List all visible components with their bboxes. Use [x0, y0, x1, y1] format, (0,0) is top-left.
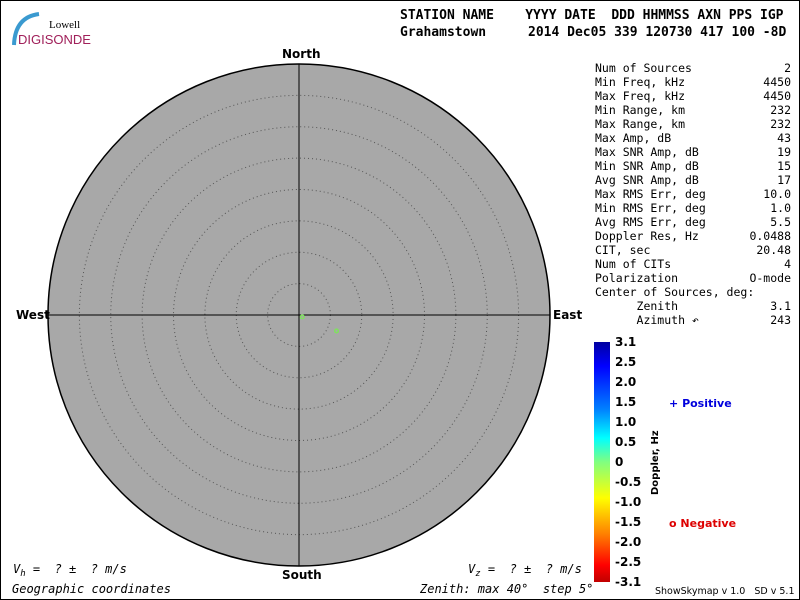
stat-row: Center of Sources, deg: — [595, 285, 791, 299]
header-station: Grahamstown — [400, 25, 487, 40]
stat-row: Max SNR Amp, dB 19 — [595, 145, 791, 159]
vz-value: = ? ± ? m/s — [487, 562, 582, 576]
stat-row: Avg RMS Err, deg 5.5 — [595, 215, 791, 229]
colorbar-tick-label: -0.5 — [615, 475, 642, 489]
vh-value: = ? ± ? m/s — [32, 562, 127, 576]
stat-row: Zenith 3.1 — [595, 299, 791, 313]
stat-label: Min SNR Amp, dB — [595, 159, 699, 173]
stat-label: Doppler Res, Hz — [595, 229, 699, 243]
legend-negative-label: Negative — [680, 517, 737, 530]
stat-label: Polarization — [595, 271, 679, 285]
doppler-colorbar — [594, 342, 610, 582]
stat-row: Num of CITs 4 — [595, 257, 791, 271]
stat-label: Num of CITs — [595, 257, 672, 271]
header-labels: STATION NAME YYYY DATE DDD HHMMSS AXN PP… — [400, 8, 784, 23]
stat-row: Avg SNR Amp, dB 17 — [595, 173, 791, 187]
stat-value: 4450 — [763, 89, 791, 103]
stat-value: 0.0488 — [749, 229, 791, 243]
colorbar-tick-label: -1.5 — [615, 515, 642, 529]
stat-value: 20.48 — [756, 243, 791, 257]
stat-label: Max SNR Amp, dB — [595, 145, 699, 159]
colorbar-tick-label: 2.5 — [615, 355, 637, 369]
coordinates-label: Geographic coordinates — [12, 582, 171, 596]
stat-value: 4450 — [763, 75, 791, 89]
stat-label: Azimuth ↶ — [595, 313, 699, 327]
stat-label: Center of Sources, deg: — [595, 285, 755, 299]
colorbar-tick-label: -1.0 — [615, 495, 642, 509]
stat-row: Min Freq, kHz 4450 — [595, 75, 791, 89]
colorbar-tick-label: -2.0 — [615, 535, 642, 549]
stat-value: 243 — [770, 313, 791, 327]
stat-row: CIT, sec 20.48 — [595, 243, 791, 257]
logo-line1: Lowell — [49, 19, 81, 31]
source-marker — [333, 328, 340, 334]
stat-value: 4 — [784, 257, 791, 271]
stat-label: Min RMS Err, deg — [595, 201, 706, 215]
stat-label: Num of Sources — [595, 61, 692, 75]
stat-value: O-mode — [749, 271, 791, 285]
stat-value: 17 — [777, 173, 791, 187]
zenith-label: Zenith: max 40° step 5° — [420, 582, 594, 596]
logo-line2: DIGISONDE — [18, 32, 91, 47]
stat-value: 3.1 — [770, 299, 791, 313]
stat-label: Max RMS Err, deg — [595, 187, 706, 201]
stat-label: Max Range, km — [595, 117, 686, 131]
north-label: North — [282, 47, 321, 61]
plus-icon: + — [669, 397, 679, 410]
stat-row: Min SNR Amp, dB 15 — [595, 159, 791, 173]
colorbar-tick-label: 3.1 — [615, 335, 637, 349]
colorbar-tick-label: -2.5 — [615, 555, 642, 569]
stat-label: Zenith — [595, 299, 679, 313]
source-marker — [299, 314, 305, 320]
stat-value: 1.0 — [770, 201, 791, 215]
version-label: ShowSkymap v 1.0 SD v 5.1 — [655, 586, 795, 597]
stat-value: 2 — [784, 61, 791, 75]
stat-label: CIT, sec — [595, 243, 651, 257]
stat-value: 15 — [777, 159, 791, 173]
colorbar-tick-label: -3.1 — [615, 575, 642, 589]
stat-label: Max Freq, kHz — [595, 89, 686, 103]
digisonde-logo: Lowell DIGISONDE — [11, 11, 91, 49]
vh-readout: Vh = ? ± ? m/s — [13, 562, 127, 579]
stat-row: Azimuth ↶ 243 — [595, 313, 791, 327]
vz-readout: Vz = ? ± ? m/s — [468, 562, 582, 579]
legend-negative: o Negative — [669, 517, 736, 530]
circle-icon: o — [669, 517, 677, 530]
stat-row: Num of Sources 2 — [595, 61, 791, 75]
stat-row: Polarization O-mode — [595, 271, 791, 285]
stat-row: Max RMS Err, deg 10.0 — [595, 187, 791, 201]
legend-positive: + Positive — [669, 397, 732, 410]
colorbar-title: Doppler, Hz — [650, 430, 661, 495]
stat-value: 43 — [777, 131, 791, 145]
stat-row: Doppler Res, Hz 0.0488 — [595, 229, 791, 243]
east-label: East — [553, 308, 583, 322]
stat-row: Max Freq, kHz 4450 — [595, 89, 791, 103]
stat-label: Min Range, km — [595, 103, 686, 117]
stat-row: Max Range, km 232 — [595, 117, 791, 131]
stat-row: Min RMS Err, deg 1.0 — [595, 201, 791, 215]
logo-arc-icon — [12, 12, 40, 46]
stat-value: 232 — [770, 103, 791, 117]
stat-value: 19 — [777, 145, 791, 159]
stat-value: 5.5 — [770, 215, 791, 229]
stat-row: Max Amp, dB 43 — [595, 131, 791, 145]
colorbar-tick-label: 1.0 — [615, 415, 637, 429]
stat-value: 10.0 — [763, 187, 791, 201]
stat-label: Min Freq, kHz — [595, 75, 686, 89]
colorbar-tick-label: 2.0 — [615, 375, 637, 389]
stat-label: Avg RMS Err, deg — [595, 215, 706, 229]
legend-positive-label: Positive — [682, 397, 732, 410]
stat-label: Avg SNR Amp, dB — [595, 173, 699, 187]
colorbar-tick-label: 0.5 — [615, 435, 637, 449]
stat-value: 232 — [770, 117, 791, 131]
header-values: 2014 Dec05 339 120730 417 100 -8D — [528, 25, 787, 40]
colorbar-tick-label: 0 — [615, 455, 624, 469]
west-label: West — [16, 308, 50, 322]
colorbar-tick-label: 1.5 — [615, 395, 637, 409]
stat-label: Max Amp, dB — [595, 131, 672, 145]
south-label: South — [282, 568, 322, 582]
stat-row: Min Range, km 232 — [595, 103, 791, 117]
